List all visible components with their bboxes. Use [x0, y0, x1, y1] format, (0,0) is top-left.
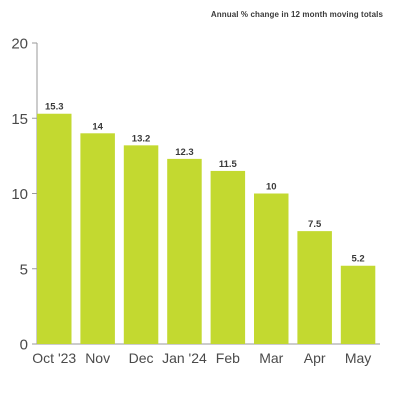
- y-tick-label: 5: [20, 261, 28, 278]
- bar: [254, 193, 289, 344]
- bar: [80, 133, 115, 344]
- x-tick-label: Oct '23: [32, 350, 76, 366]
- x-tick-label: Feb: [216, 350, 240, 366]
- bar-data-label: 10: [266, 182, 277, 193]
- chart-data-labels: 15.3 14 13.2 12.3 11.5 10 7.5 5.2: [45, 102, 365, 265]
- bar-data-label: 11.5: [219, 159, 238, 170]
- x-tick-label: May: [345, 350, 371, 366]
- y-axis-ticks: 0 5 10 15 20: [11, 36, 37, 354]
- y-tick-label: 20: [11, 36, 28, 53]
- x-tick-label: Mar: [259, 350, 283, 366]
- x-tick-label: Jan '24: [162, 350, 207, 366]
- x-tick-label: Nov: [85, 350, 110, 366]
- bar: [37, 113, 72, 344]
- bar-data-label: 13.2: [132, 133, 151, 144]
- y-tick-label: 0: [20, 337, 28, 354]
- chart-bars: [37, 113, 376, 344]
- bar: [340, 265, 376, 344]
- bar-data-label: 15.3: [45, 102, 64, 113]
- x-axis-ticks: Oct '23 Nov Dec Jan '24 Feb Mar Apr May: [32, 350, 371, 366]
- y-tick-label: 10: [11, 186, 28, 203]
- bar-data-label: 5.2: [351, 254, 364, 265]
- chart-subtitle: Annual % change in 12 month moving total…: [210, 10, 383, 19]
- bar-data-label: 14: [92, 121, 103, 132]
- x-tick-label: Apr: [304, 350, 326, 366]
- bar-data-label: 7.5: [308, 219, 322, 230]
- x-tick-label: Dec: [129, 350, 154, 366]
- y-tick-label: 15: [11, 111, 28, 128]
- bar: [167, 158, 202, 344]
- bar: [297, 231, 332, 344]
- bar: [210, 170, 246, 344]
- bar-data-label: 12.3: [175, 147, 194, 158]
- bar: [123, 145, 159, 344]
